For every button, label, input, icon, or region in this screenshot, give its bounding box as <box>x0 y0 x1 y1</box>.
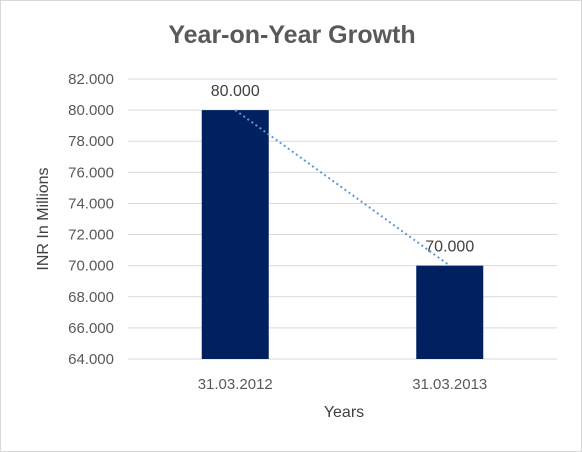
y-tick-label: 76.000 <box>68 164 114 181</box>
data-label: 70.000 <box>425 239 474 256</box>
y-tick-label: 68.000 <box>68 289 114 306</box>
data-label: 80.000 <box>211 83 260 100</box>
y-tick-label: 74.000 <box>68 195 114 212</box>
y-tick-label: 72.000 <box>68 227 114 244</box>
bar <box>201 110 269 359</box>
x-tick-label: 31.03.2013 <box>412 376 487 393</box>
x-axis-title: Years <box>323 404 365 421</box>
y-tick-label: 66.000 <box>68 320 114 337</box>
bar <box>416 265 484 359</box>
y-tick-label: 82.000 <box>68 71 114 88</box>
y-tick-label: 64.000 <box>68 351 114 368</box>
y-tick-label: 78.000 <box>68 133 114 150</box>
y-tick-label: 80.000 <box>68 102 114 119</box>
y-tick-label: 70.000 <box>68 258 114 275</box>
chart-title: Year-on-Year Growth <box>168 21 416 49</box>
trendline <box>234 109 451 267</box>
x-tick-label: 31.03.2012 <box>198 376 273 393</box>
